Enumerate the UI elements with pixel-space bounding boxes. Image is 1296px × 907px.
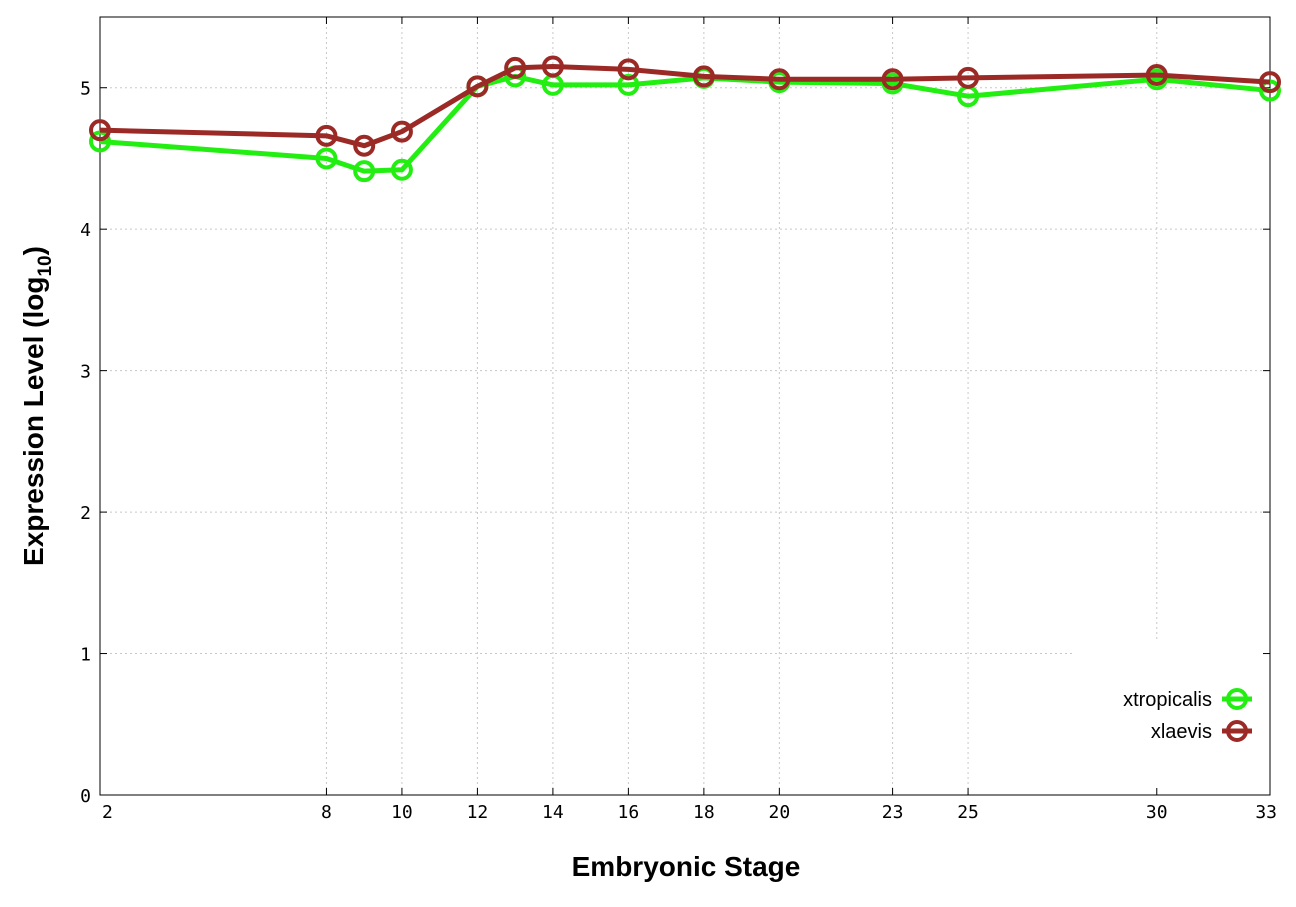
x-tick-label: 16 (618, 802, 640, 823)
data-point-xlaevis (353, 134, 376, 157)
data-point-xlaevis (881, 68, 904, 91)
data-point-xlaevis (466, 75, 489, 98)
data-point-xlaevis (315, 124, 338, 147)
y-tick-label: 2 (80, 503, 91, 524)
x-tick-label: 2 (102, 802, 113, 823)
legend-label-xtropicalis: xtropicalis (1123, 689, 1212, 711)
series-xtropicalis (89, 65, 1281, 183)
data-point-xlaevis (390, 120, 413, 143)
data-point-xlaevis (692, 65, 715, 88)
x-tick-label: 8 (321, 802, 332, 823)
x-tick-label: 14 (542, 802, 564, 823)
x-tick-label: 23 (882, 802, 904, 823)
y-tick-label: 1 (80, 645, 91, 666)
y-tick-label: 3 (80, 362, 91, 383)
data-point-xlaevis (617, 58, 640, 81)
data-point-xtropicalis (390, 158, 413, 181)
x-tick-label: 30 (1146, 802, 1168, 823)
legend-label-xlaevis: xlaevis (1151, 721, 1212, 743)
y-tick-label: 4 (80, 220, 91, 241)
plot-frame (99, 16, 1271, 796)
data-point-xlaevis (1259, 71, 1281, 94)
x-tick-label: 25 (957, 802, 979, 823)
legend: xtropicalis xlaevis (1123, 688, 1252, 743)
data-point-xlaevis (1145, 63, 1168, 86)
y-axis-title: Expression Level (log10) (18, 246, 56, 566)
y-axis-title-end: ) (18, 246, 49, 255)
y-axis-title-main: Expression Level (log (18, 277, 49, 566)
y-axis-title-subscript: 10 (35, 255, 56, 276)
data-point-xlaevis (541, 55, 564, 78)
x-axis-title: Embryonic Stage (572, 851, 801, 882)
x-tick-label: 12 (467, 802, 489, 823)
x-tick-label: 10 (391, 802, 413, 823)
data-point-xtropicalis (315, 147, 338, 170)
data-point-xlaevis (768, 68, 791, 91)
y-tick-label: 5 (80, 79, 91, 100)
series-line-xlaevis (99, 64, 1271, 149)
x-tick-label: 18 (693, 802, 715, 823)
legend-swatch-marker (1226, 688, 1248, 710)
data-point-xtropicalis (617, 73, 640, 96)
data-point-xlaevis (89, 119, 111, 142)
x-tick-label: 20 (769, 802, 791, 823)
series-group (89, 55, 1281, 183)
y-tick-label: 0 (80, 786, 91, 807)
data-point-xlaevis (504, 56, 527, 79)
series-xlaevis (89, 55, 1281, 157)
x-tick-label: 33 (1255, 802, 1277, 823)
series-line-xtropicalis (99, 73, 1271, 174)
data-point-xlaevis (957, 66, 980, 89)
data-point-xtropicalis (353, 160, 376, 183)
legend-swatch-marker (1226, 720, 1248, 742)
